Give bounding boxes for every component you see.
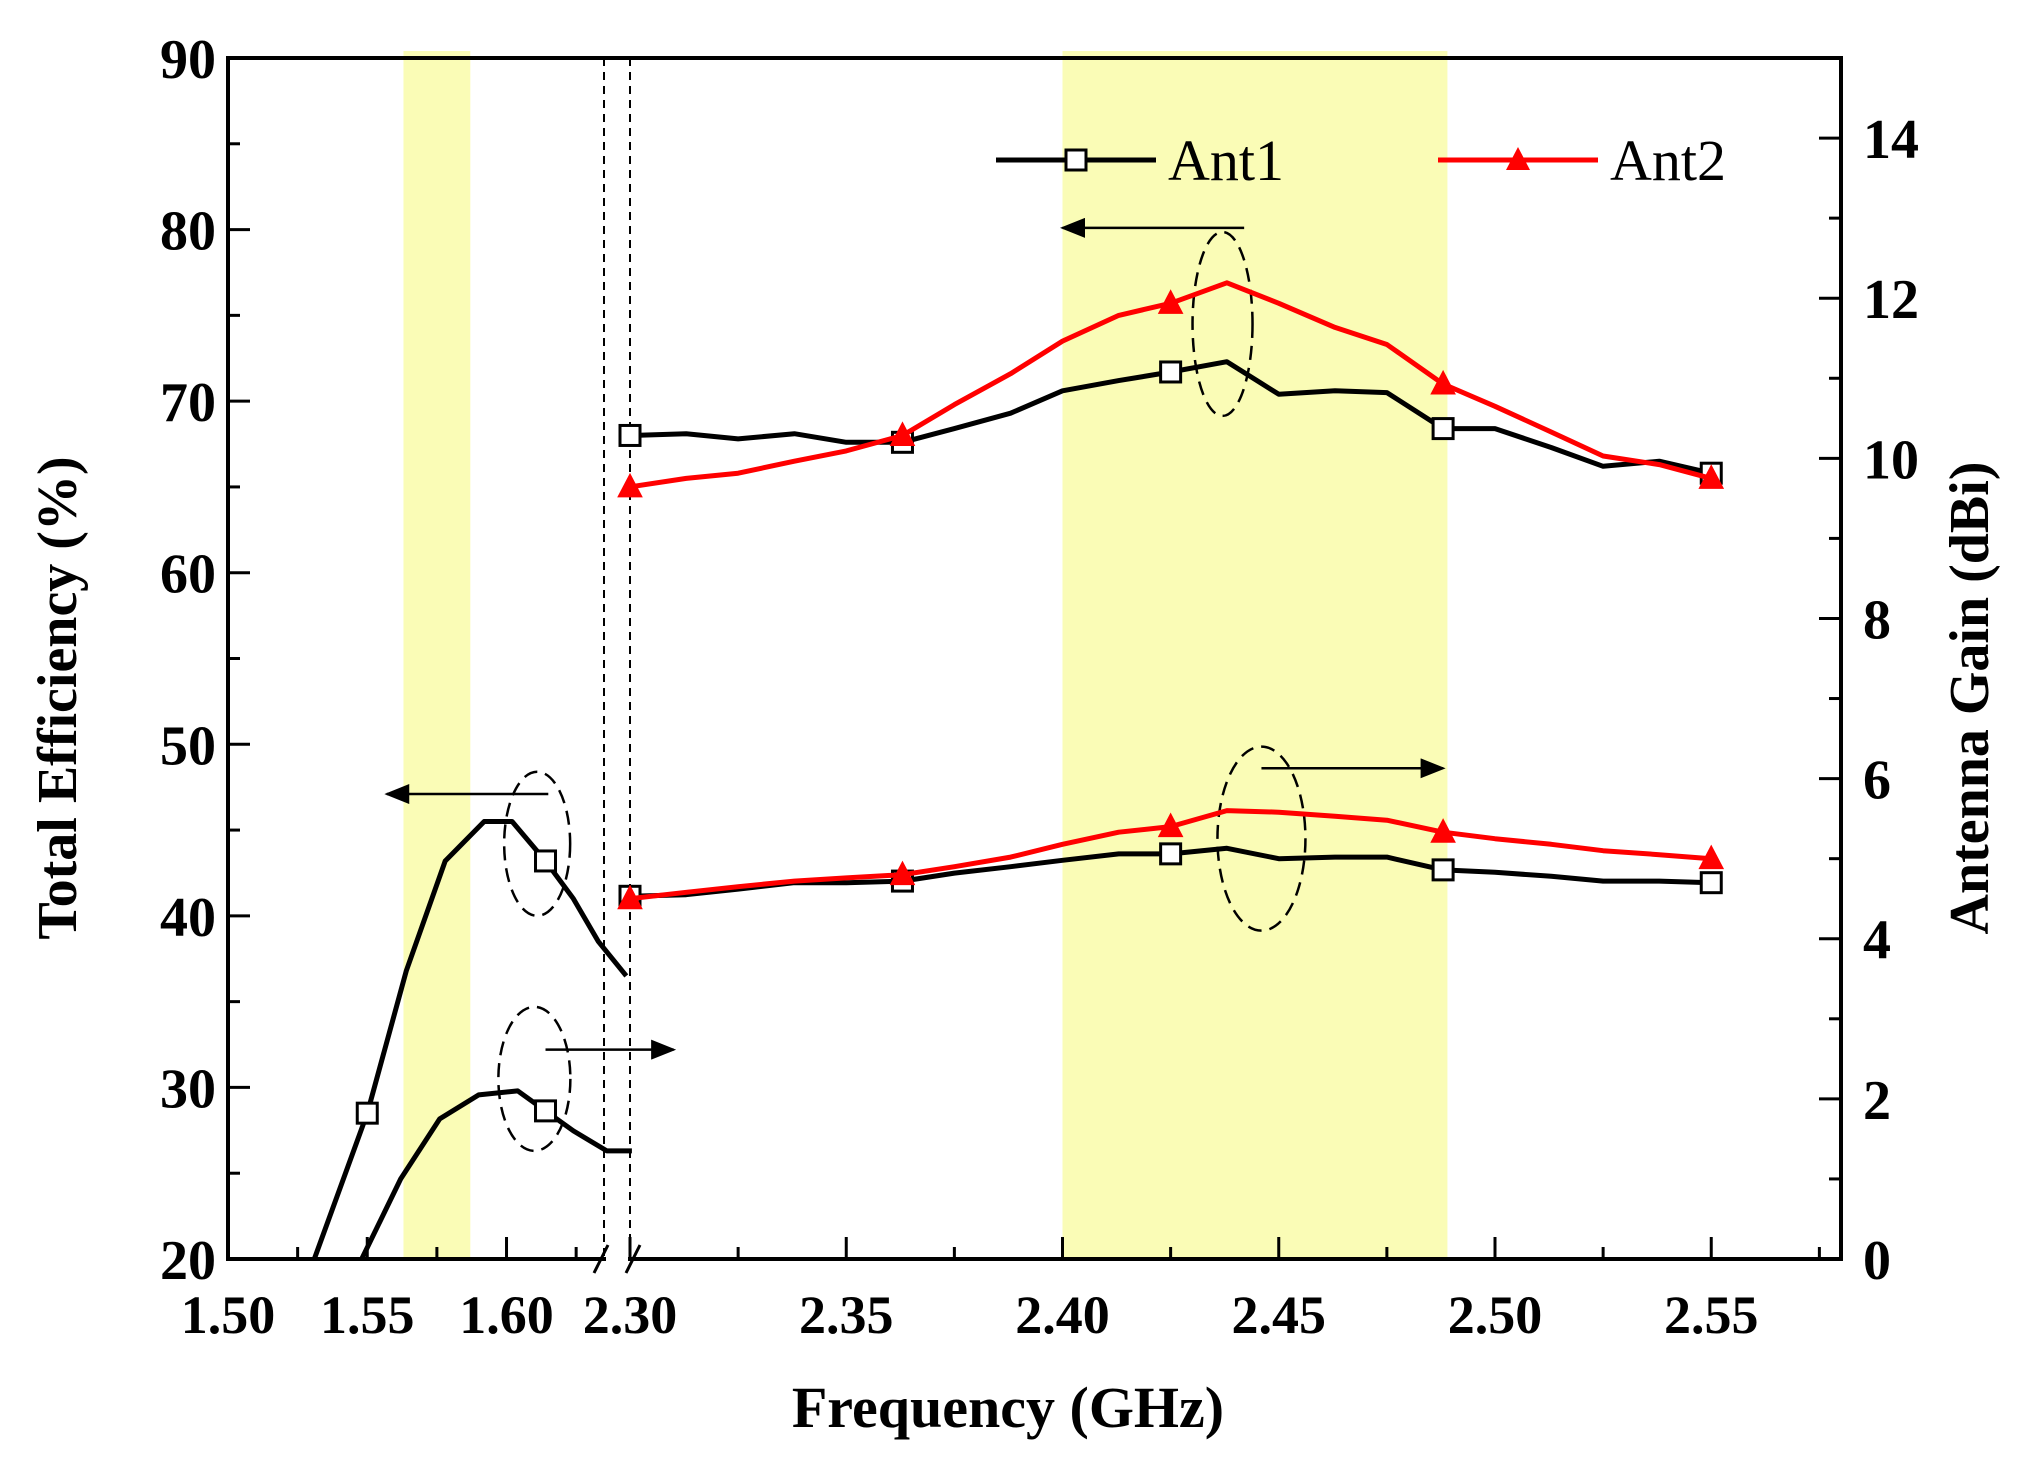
series-line-1 (359, 1088, 632, 1261)
y-right-tick-label: 0 (1863, 1230, 1891, 1292)
y-right-tick-label: 4 (1863, 910, 1891, 972)
series-marker-5-4 (1698, 844, 1725, 870)
series-marker-5-3 (1430, 818, 1456, 843)
annotation-ellipse-3 (497, 1005, 572, 1153)
annotation-ellipse-1 (1216, 745, 1307, 932)
x-tick-label: 1.50 (181, 1285, 276, 1345)
x-tick-label: 2.50 (1448, 1285, 1543, 1345)
series-marker-4-3 (1431, 858, 1455, 882)
y-right-tick-label: 6 (1863, 750, 1891, 812)
series-marker-2-3 (1431, 417, 1455, 441)
legend-label-1: Ant2 (1610, 128, 1726, 193)
x-tick-label: 2.35 (799, 1285, 894, 1345)
y-axis-label-left: Total Efficiency (%) (27, 456, 89, 939)
axis-break-gap (606, 1245, 628, 1273)
x-tick-label: 1.55 (320, 1285, 415, 1345)
series-marker-2-0 (618, 423, 642, 447)
x-tick-label: 1.60 (459, 1285, 554, 1345)
y-left-tick-label: 90 (160, 29, 216, 91)
x-axis-label: Frequency (GHz) (792, 1375, 1224, 1440)
shaded-band-1 (1062, 51, 1448, 1259)
y-right-tick-label: 12 (1863, 269, 1919, 331)
axis-break-slash (624, 1244, 642, 1274)
annotation-ellipse-2 (502, 770, 572, 918)
series-marker-5-0 (617, 884, 643, 910)
axis-break-slash (592, 1244, 610, 1274)
series-marker-2-2 (1159, 360, 1183, 384)
series-marker-5-1 (889, 860, 916, 886)
shaded-band-0 (403, 51, 471, 1259)
y-left-tick-label: 70 (160, 372, 216, 434)
series-marker-5-2 (1157, 812, 1184, 838)
x-tick-label: 2.40 (1015, 1285, 1110, 1345)
y-left-tick-label: 30 (160, 1058, 216, 1120)
series-marker-0-1 (534, 849, 558, 873)
legend-label-0: Ant1 (1168, 128, 1284, 193)
x-tick-label: 2.55 (1664, 1285, 1759, 1345)
y-left-tick-label: 80 (160, 201, 216, 263)
series-marker-3-4 (1698, 464, 1725, 489)
series-marker-3-1 (889, 421, 916, 446)
legend-marker-1 (1506, 147, 1530, 170)
y-right-tick-label: 2 (1863, 1070, 1891, 1132)
series-marker-3-0 (617, 472, 643, 498)
series-marker-4-2 (1159, 842, 1183, 866)
y-left-tick-label: 60 (160, 544, 216, 606)
x-tick-label: 2.45 (1232, 1285, 1327, 1345)
annotation-ellipse-0 (1191, 230, 1254, 418)
series-marker-4-4 (1699, 871, 1723, 895)
y-right-tick-label: 8 (1863, 589, 1891, 651)
series-marker-0-0 (355, 1101, 379, 1125)
series-line-0 (311, 819, 629, 1260)
y-left-tick-label: 50 (160, 715, 216, 777)
y-left-tick-label: 20 (160, 1230, 216, 1292)
y-left-tick-label: 40 (160, 887, 216, 949)
y-axis-label-right: Antenna Gain (dBi) (1939, 462, 2001, 935)
series-marker-3-2 (1157, 289, 1184, 314)
x-tick-label: 2.30 (583, 1285, 678, 1345)
legend-marker-0 (1064, 148, 1088, 172)
series-marker-3-3 (1430, 369, 1456, 395)
y-right-tick-label: 10 (1863, 429, 1919, 491)
y-right-tick-label: 14 (1863, 109, 1919, 171)
series-marker-1-0 (534, 1099, 558, 1123)
